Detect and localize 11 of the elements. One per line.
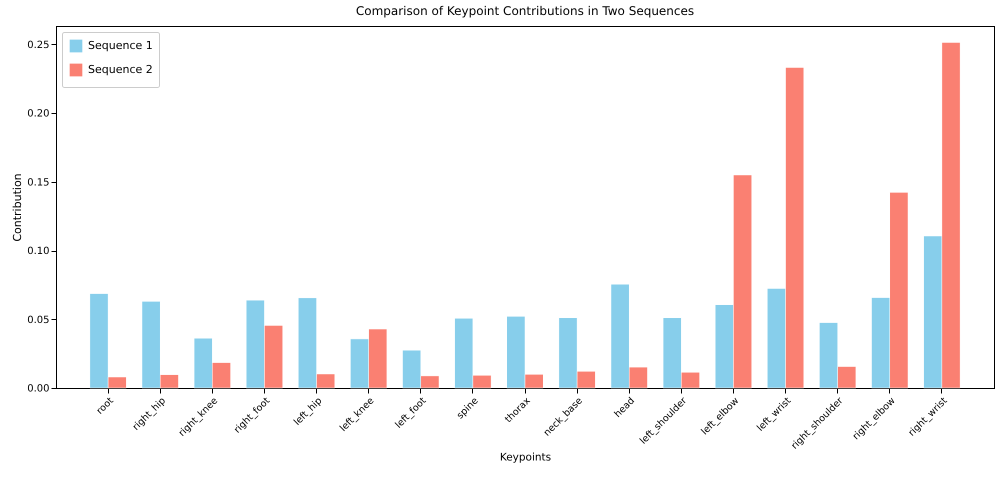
legend-label: Sequence 1 <box>88 39 153 52</box>
y-tick-label: 0.20 <box>27 108 50 120</box>
y-tick-label: 0.15 <box>27 177 50 188</box>
y-tick-label: 0.25 <box>27 40 50 51</box>
y-tick-label: 0.00 <box>27 384 50 394</box>
chart-title: Comparison of Keypoint Contributions in Two Sequences <box>356 4 694 18</box>
y-tick-label: 0.10 <box>27 246 50 258</box>
y-axis-title: Contribution <box>11 173 24 242</box>
y-tick-label: 0.05 <box>27 314 50 326</box>
x-axis-title: Keypoints <box>500 452 552 464</box>
legend-label: Sequence 2 <box>88 63 153 76</box>
